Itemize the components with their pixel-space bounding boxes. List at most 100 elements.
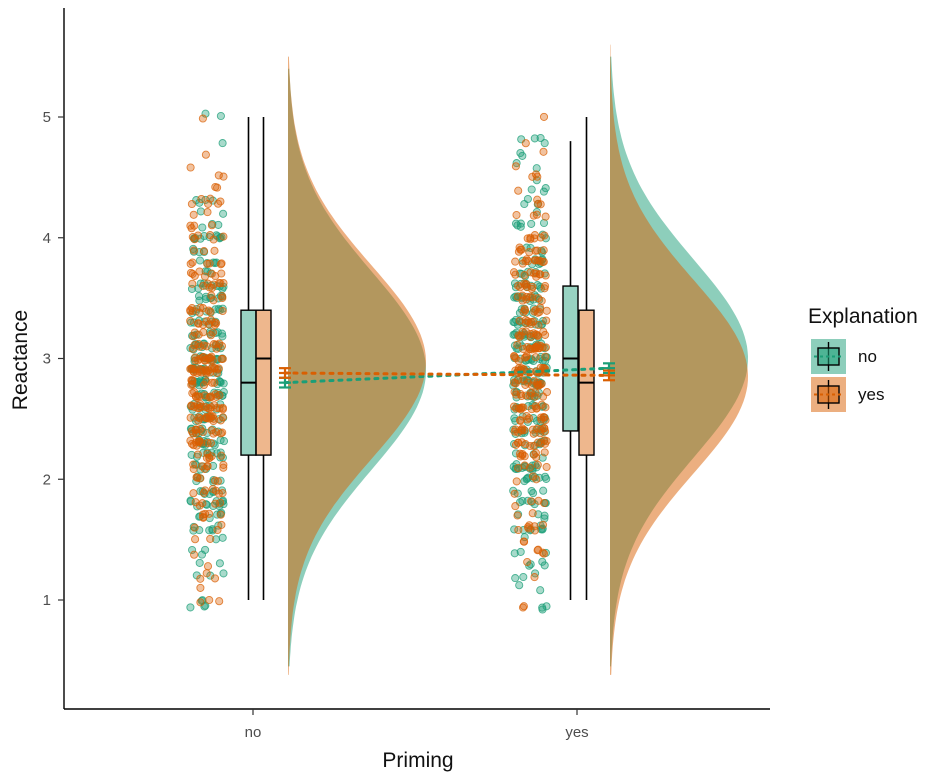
data-point (512, 477, 521, 486)
data-point (199, 513, 208, 522)
data-point (189, 367, 198, 376)
data-point (540, 514, 549, 523)
data-point (509, 268, 519, 277)
data-point (198, 304, 208, 313)
data-point (536, 586, 545, 595)
data-point (218, 139, 227, 148)
data-point (202, 453, 211, 462)
data-point (530, 234, 539, 243)
data-point (207, 283, 217, 293)
data-point (216, 510, 225, 519)
data-point (541, 343, 550, 352)
data-point (527, 486, 536, 496)
data-point (194, 292, 204, 301)
data-point (205, 595, 214, 605)
data-point (541, 352, 550, 361)
data-point (539, 218, 549, 228)
data-point (521, 139, 530, 148)
data-point (541, 472, 550, 481)
data-point (528, 472, 538, 481)
data-point (203, 449, 212, 458)
data-point (540, 448, 549, 457)
data-point (189, 210, 198, 219)
data-point (201, 109, 210, 118)
data-point (210, 378, 219, 387)
data-point (187, 199, 196, 209)
data-point (219, 172, 228, 181)
data-point (540, 561, 549, 570)
raindrop-points (186, 109, 552, 614)
data-point (188, 376, 197, 385)
data-point (514, 438, 523, 447)
data-point (520, 305, 529, 314)
data-point (516, 452, 525, 461)
data-point (533, 460, 542, 469)
data-point (199, 247, 209, 256)
data-point (541, 212, 550, 221)
data-point (522, 411, 531, 421)
data-point (206, 231, 215, 240)
data-point (192, 438, 201, 447)
data-point (541, 184, 550, 193)
data-point (203, 562, 213, 571)
data-point (210, 246, 219, 255)
data-point (520, 477, 529, 486)
data-point (191, 392, 201, 402)
data-point (188, 306, 197, 315)
data-point (196, 207, 205, 216)
data-point (186, 221, 195, 230)
data-point (219, 379, 228, 388)
data-point (218, 403, 227, 412)
data-point (522, 255, 531, 264)
data-point (510, 549, 519, 558)
data-point (539, 246, 548, 255)
data-point (216, 436, 225, 445)
data-point (202, 317, 211, 326)
data-point (191, 356, 200, 365)
ticks: 1 2 3 4 5 no yes (43, 109, 589, 741)
data-point (196, 583, 205, 592)
data-point (535, 344, 544, 353)
data-point (194, 319, 203, 328)
data-point (514, 525, 523, 535)
data-point (514, 428, 523, 437)
data-point (522, 391, 531, 400)
data-point (208, 412, 217, 421)
data-point (203, 259, 212, 268)
data-point (518, 296, 527, 305)
data-point (215, 597, 224, 606)
data-point (529, 329, 538, 338)
data-point (190, 235, 199, 244)
y-tick-label: 5 (43, 109, 51, 126)
data-point (511, 257, 520, 266)
data-point (195, 526, 204, 535)
data-point (207, 269, 216, 278)
data-point (206, 534, 215, 543)
data-point (520, 452, 529, 461)
legend: Explanation no yes (808, 305, 918, 412)
data-point (198, 510, 208, 519)
data-point (540, 498, 549, 508)
legend-label: no (858, 347, 877, 366)
data-point (530, 134, 539, 143)
x-axis-title: Priming (382, 749, 453, 772)
data-point (542, 306, 551, 315)
data-point (212, 392, 221, 401)
data-point (532, 453, 541, 462)
data-point (218, 354, 227, 363)
data-point (515, 404, 524, 413)
data-point (196, 598, 205, 607)
data-point (541, 281, 550, 291)
data-point (540, 439, 550, 448)
data-point (510, 318, 519, 327)
data-point (518, 603, 528, 612)
data-point (216, 279, 225, 288)
data-point (521, 380, 530, 389)
data-point (515, 332, 524, 341)
data-point (520, 537, 529, 546)
data-point (533, 308, 542, 317)
data-point (214, 364, 223, 373)
data-point (532, 164, 541, 173)
data-point (510, 489, 519, 498)
data-point (511, 574, 520, 583)
